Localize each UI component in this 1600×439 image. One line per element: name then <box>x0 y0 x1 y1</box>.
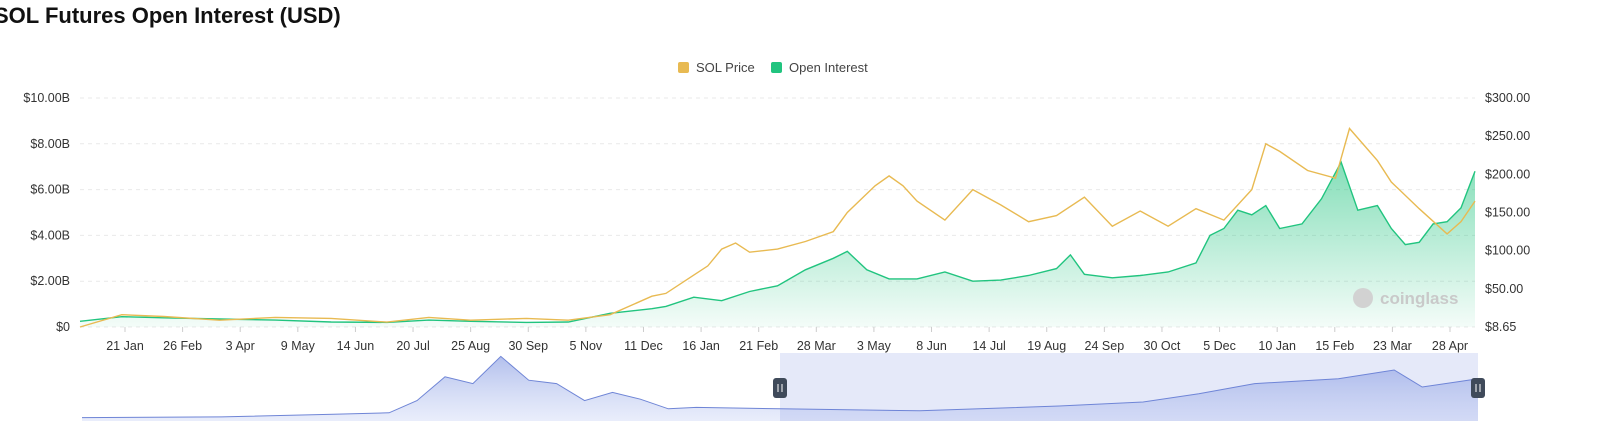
x-tick-label: 3 May <box>857 339 892 353</box>
navigator-selection <box>780 353 1478 421</box>
y-left-tick-label: $4.00B <box>30 228 70 242</box>
y-right-tick-label: $50.00 <box>1485 282 1523 296</box>
x-tick-label: 9 May <box>281 339 316 353</box>
watermark: coinglass <box>1380 289 1458 308</box>
x-tick-label: 10 Jan <box>1258 339 1296 353</box>
x-tick-label: 20 Jul <box>396 339 429 353</box>
x-tick-label: 5 Dec <box>1203 339 1236 353</box>
x-tick-label: 23 Mar <box>1373 339 1412 353</box>
x-tick-label: 14 Jul <box>972 339 1005 353</box>
x-tick-label: 15 Feb <box>1315 339 1354 353</box>
x-tick-label: 11 Dec <box>624 339 663 353</box>
x-tick-label: 25 Aug <box>451 339 490 353</box>
x-tick-label: 14 Jun <box>337 339 375 353</box>
y-right-tick-label: $8.65 <box>1485 320 1516 334</box>
navigator-handle[interactable] <box>773 378 787 398</box>
open-interest-area <box>80 162 1475 327</box>
legend-label: SOL Price <box>696 60 755 75</box>
x-tick-label: 21 Jan <box>106 339 144 353</box>
sol-price-line <box>79 127 1476 328</box>
x-tick-label: 30 Oct <box>1144 339 1181 353</box>
navigator-line <box>81 355 1479 419</box>
y-left-tick-label: $10.00B <box>23 91 70 105</box>
y-right-tick-label: $100.00 <box>1485 244 1530 258</box>
y-left-tick-label: $8.00B <box>30 137 70 151</box>
y-left-tick-label: $0 <box>56 320 70 334</box>
x-tick-label: 24 Sep <box>1085 339 1125 353</box>
y-right-tick-label: $200.00 <box>1485 167 1530 181</box>
y-left-tick-label: $2.00B <box>30 274 70 288</box>
legend-swatch <box>678 62 689 73</box>
y-right-tick-label: $150.00 <box>1485 206 1530 220</box>
chart-title: SOL Futures Open Interest (USD) <box>0 3 341 28</box>
x-tick-label: 26 Feb <box>163 339 202 353</box>
coinglass-logo-icon <box>1353 288 1373 308</box>
x-tick-label: 19 Aug <box>1027 339 1066 353</box>
y-right-tick-label: $300.00 <box>1485 91 1530 105</box>
x-tick-label: 21 Feb <box>739 339 778 353</box>
x-tick-label: 30 Sep <box>508 339 548 353</box>
x-tick-label: 3 Apr <box>226 339 255 353</box>
navigator-area <box>82 356 1478 421</box>
x-tick-label: 28 Mar <box>797 339 836 353</box>
x-tick-label: 8 Jun <box>916 339 947 353</box>
x-tick-label: 28 Apr <box>1432 339 1468 353</box>
open-interest-line <box>79 160 1476 324</box>
legend-label: Open Interest <box>789 60 868 75</box>
y-left-tick-label: $6.00B <box>30 183 70 197</box>
x-tick-label: 16 Jan <box>682 339 720 353</box>
x-tick-label: 5 Nov <box>570 339 603 353</box>
y-right-tick-label: $250.00 <box>1485 129 1530 143</box>
legend-swatch <box>771 62 782 73</box>
navigator-handle[interactable] <box>1471 378 1485 398</box>
